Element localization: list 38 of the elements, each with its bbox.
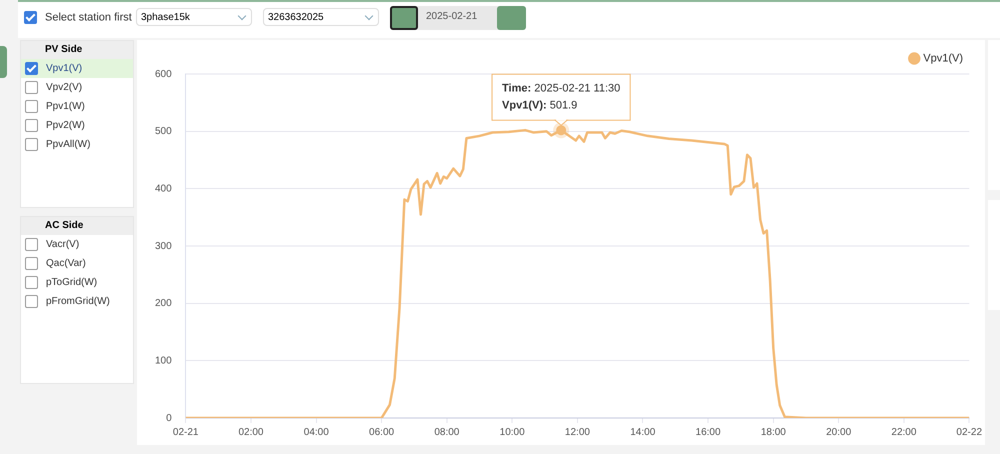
x-tick-label: 06:00	[369, 426, 395, 438]
legend-label: Vpv1(V)	[923, 52, 964, 65]
y-tick-label: 200	[154, 298, 172, 310]
text: Vacr(V)	[45, 238, 80, 252]
text: Vpv1(V)	[21, 59, 133, 78]
text: 2025-02-21	[426, 11, 478, 22]
text: 3263632025	[263, 8, 379, 26]
text: Vpv2(V)	[45, 81, 84, 95]
text: AC Side	[21, 217, 133, 235]
x-tick-label: 22:00	[891, 426, 917, 438]
x-tick-label: 12:00	[564, 426, 590, 438]
text: Ppv1(W)	[45, 100, 86, 114]
text: PpvAll(W)	[45, 138, 92, 152]
x-tick-label: 10:00	[500, 426, 526, 438]
text: pToGrid(W)	[45, 276, 98, 290]
x-tick-label: 02:00	[238, 426, 264, 438]
x-tick-label: 08:00	[434, 426, 460, 438]
x-tick-label: 02-21	[172, 426, 199, 438]
y-tick-label: 500	[154, 126, 172, 138]
x-tick-label: 02-22	[956, 426, 982, 438]
text: Qac(Var)	[45, 257, 87, 271]
x-tick-label: 16:00	[696, 426, 721, 438]
annotation: Time: 2025-02-21 11:30	[502, 82, 620, 94]
text: pFromGrid(W)	[45, 295, 111, 309]
x-tick-label: 18:00	[760, 426, 786, 438]
text: Select station first	[44, 11, 132, 24]
x-tick-label: 20:00	[826, 426, 852, 438]
y-tick-label: 400	[154, 183, 172, 194]
y-tick-label: 0	[166, 412, 172, 424]
y-tick-label: 100	[154, 355, 172, 366]
y-tick-label: 300	[154, 240, 172, 252]
y-tick-label: 600	[154, 68, 172, 80]
x-tick-label: 04:00	[304, 426, 330, 438]
text: PV Side	[21, 41, 133, 59]
annotation: Vpv1(V): 501.9	[502, 99, 578, 112]
text: 3phase15k	[136, 8, 252, 26]
x-tick-label: 14:00	[630, 426, 656, 438]
text: Ppv2(W)	[45, 119, 86, 133]
